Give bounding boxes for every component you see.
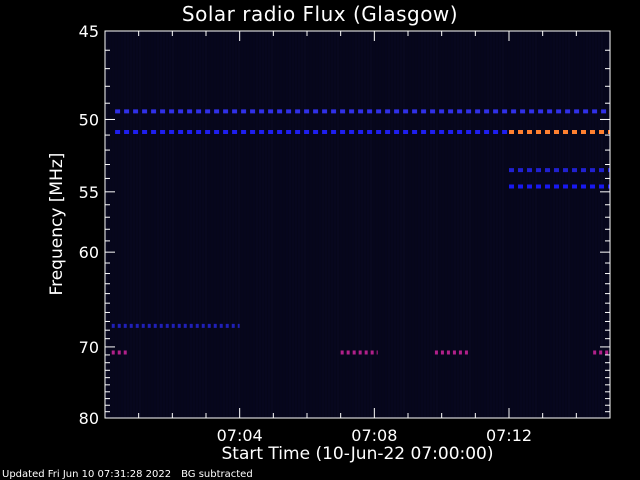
x-axis-label: Start Time (10-Jun-22 07:00:00)	[221, 444, 494, 464]
plot-background	[105, 31, 610, 418]
bg-note: BG subtracted	[181, 469, 253, 480]
x-tick-label: 07:12	[486, 426, 532, 445]
y-axis-label: Frequency [MHz]	[47, 152, 67, 296]
x-tick-label: 07:08	[351, 426, 397, 445]
emission-bands	[111, 109, 610, 355]
y-tick-label: 55	[79, 183, 99, 202]
y-tick-label: 60	[79, 243, 99, 262]
y-tick-label: 50	[79, 110, 99, 129]
updated-timestamp: Updated Fri Jun 10 07:31:28 2022	[2, 469, 172, 480]
y-tick-label: 45	[79, 22, 99, 41]
chart-title: Solar radio Flux (Glasgow)	[181, 2, 459, 26]
plot-frame	[104, 30, 611, 419]
footer: Updated Fri Jun 10 07:31:28 2022 BG subtr…	[2, 469, 263, 480]
y-tick-label: 70	[79, 338, 99, 357]
y-tick-label: 80	[79, 409, 99, 428]
x-tick-label: 07:04	[217, 426, 263, 445]
plot-area	[105, 31, 610, 418]
axes: 45 50 55 60 70 80 07:04 07:08 07:12	[79, 22, 611, 445]
